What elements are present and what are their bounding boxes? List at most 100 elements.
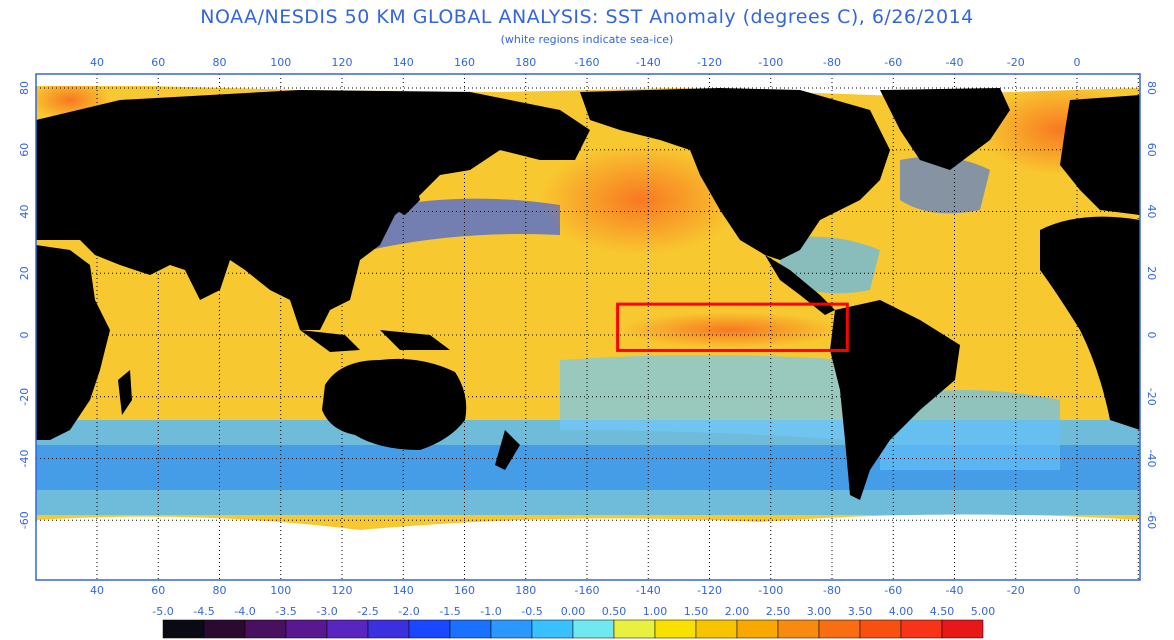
axis-ticks: 40 40 60 60 80 80 100 100 120 120 140 140 160 160 180 1… bbox=[18, 56, 1158, 597]
south-america bbox=[830, 300, 960, 500]
lat-tick-left: 20 bbox=[18, 266, 31, 280]
lat-tick-left: 80 bbox=[18, 81, 31, 95]
lon-tick-bottom: 60 bbox=[151, 584, 165, 597]
colorbar-swatch bbox=[490, 619, 533, 639]
lon-tick-bottom: 120 bbox=[332, 584, 353, 597]
lon-tick-top: -140 bbox=[636, 56, 661, 69]
colorbar-swatch bbox=[203, 619, 246, 639]
lat-tick-left: 40 bbox=[18, 205, 31, 219]
lat-tick-right: -20 bbox=[1145, 388, 1158, 406]
europe bbox=[1060, 95, 1140, 215]
colorbar-swatch bbox=[326, 619, 369, 639]
colorbar-swatch bbox=[531, 619, 574, 639]
colorbar-swatch bbox=[859, 619, 902, 639]
colorbar-label: 4.50 bbox=[930, 605, 955, 618]
lon-tick-top: -160 bbox=[575, 56, 600, 69]
map-subtitle: (white regions indicate sea-ice) bbox=[500, 33, 674, 46]
lon-tick-top: 0 bbox=[1074, 56, 1081, 69]
lat-tick-right: 20 bbox=[1145, 266, 1158, 280]
australia bbox=[322, 358, 467, 450]
colorbar-label: 0.00 bbox=[561, 605, 586, 618]
lat-tick-right: -60 bbox=[1145, 511, 1158, 529]
lon-tick-bottom: -20 bbox=[1007, 584, 1025, 597]
colorbar-label: -3.5 bbox=[275, 605, 296, 618]
colorbar-label: 4.00 bbox=[889, 605, 914, 618]
equatorial-warm bbox=[620, 312, 840, 348]
lat-tick-left: 0 bbox=[18, 332, 31, 339]
colorbar-label: -4.0 bbox=[234, 605, 255, 618]
colorbar-swatch bbox=[777, 619, 820, 639]
lat-tick-left: -20 bbox=[18, 388, 31, 406]
lon-tick-bottom: -60 bbox=[884, 584, 902, 597]
map-frame bbox=[35, 73, 1141, 581]
colorbar-label: 2.50 bbox=[766, 605, 791, 618]
africa-east bbox=[36, 245, 110, 440]
lat-tick-right: 40 bbox=[1145, 205, 1158, 219]
colorbar-label: 1.00 bbox=[643, 605, 668, 618]
colorbar-swatch bbox=[367, 619, 410, 639]
colorbar-swatch bbox=[449, 619, 492, 639]
colorbar-label: -4.5 bbox=[193, 605, 214, 618]
s-atlantic-cool bbox=[880, 390, 1060, 470]
lon-tick-top: -120 bbox=[697, 56, 722, 69]
lon-tick-top: 80 bbox=[213, 56, 227, 69]
lat-tick-right: -40 bbox=[1145, 450, 1158, 468]
lat-tick-left: 60 bbox=[18, 143, 31, 157]
lat-tick-right: 80 bbox=[1145, 81, 1158, 95]
lon-tick-top: -80 bbox=[823, 56, 841, 69]
new-zealand bbox=[495, 430, 520, 470]
land bbox=[36, 88, 1140, 500]
lon-tick-top: 140 bbox=[393, 56, 414, 69]
lon-tick-bottom: 80 bbox=[213, 584, 227, 597]
antarctic-ice bbox=[36, 514, 1140, 580]
lon-tick-top: 60 bbox=[151, 56, 165, 69]
colorbar-swatch bbox=[572, 619, 615, 639]
colorbar-label: -5.0 bbox=[152, 605, 173, 618]
arctic-ice bbox=[36, 74, 1140, 96]
colorbar-swatch bbox=[285, 619, 328, 639]
lon-tick-bottom: -40 bbox=[946, 584, 964, 597]
lon-tick-bottom: 40 bbox=[90, 584, 104, 597]
colorbar-label: 0.50 bbox=[602, 605, 627, 618]
colorbar-label: 2.00 bbox=[725, 605, 750, 618]
colorbar-label: -1.5 bbox=[439, 605, 460, 618]
colorbar: -5.0 -4.5 -4.0 -3.5 -3.0 -2.5 -2.0 -1.5 -1.0 -0.5… bbox=[152, 605, 995, 639]
lon-tick-top: 160 bbox=[454, 56, 475, 69]
lat-tick-right: 60 bbox=[1145, 143, 1158, 157]
lon-tick-bottom: 180 bbox=[515, 584, 536, 597]
map-field bbox=[36, 74, 1140, 580]
colorbar-swatch bbox=[244, 619, 287, 639]
lon-tick-bottom: 0 bbox=[1074, 584, 1081, 597]
colorbar-label: 1.50 bbox=[684, 605, 709, 618]
lon-tick-top: -40 bbox=[946, 56, 964, 69]
lon-tick-bottom: -120 bbox=[697, 584, 722, 597]
africa-west bbox=[1040, 216, 1140, 430]
colorbar-swatch bbox=[695, 619, 738, 639]
nino-region-box bbox=[616, 302, 849, 352]
colorbar-label: -1.0 bbox=[480, 605, 501, 618]
colorbar-label: -3.0 bbox=[316, 605, 337, 618]
lon-tick-top: 120 bbox=[332, 56, 353, 69]
se-pacific-cool bbox=[560, 355, 850, 440]
central-america bbox=[765, 255, 835, 315]
lon-tick-top: -100 bbox=[758, 56, 783, 69]
lon-tick-bottom: 100 bbox=[270, 584, 291, 597]
japan bbox=[395, 180, 420, 215]
colorbar-label: -0.5 bbox=[521, 605, 542, 618]
lon-tick-bottom: -80 bbox=[823, 584, 841, 597]
colorbar-swatch bbox=[900, 619, 943, 639]
lat-tick-right: 0 bbox=[1145, 332, 1158, 339]
lon-tick-top: -60 bbox=[884, 56, 902, 69]
lon-tick-top: -20 bbox=[1007, 56, 1025, 69]
colorbar-label: -2.0 bbox=[398, 605, 419, 618]
n-atlantic-cool bbox=[900, 156, 990, 214]
colorbar-label: -2.5 bbox=[357, 605, 378, 618]
colorbar-swatch bbox=[818, 619, 861, 639]
graticule bbox=[36, 74, 1140, 580]
lon-tick-bottom: -160 bbox=[575, 584, 600, 597]
colorbar-swatch bbox=[736, 619, 779, 639]
lat-tick-left: -60 bbox=[18, 511, 31, 529]
madagascar bbox=[118, 370, 132, 415]
colorbar-swatch bbox=[654, 619, 697, 639]
